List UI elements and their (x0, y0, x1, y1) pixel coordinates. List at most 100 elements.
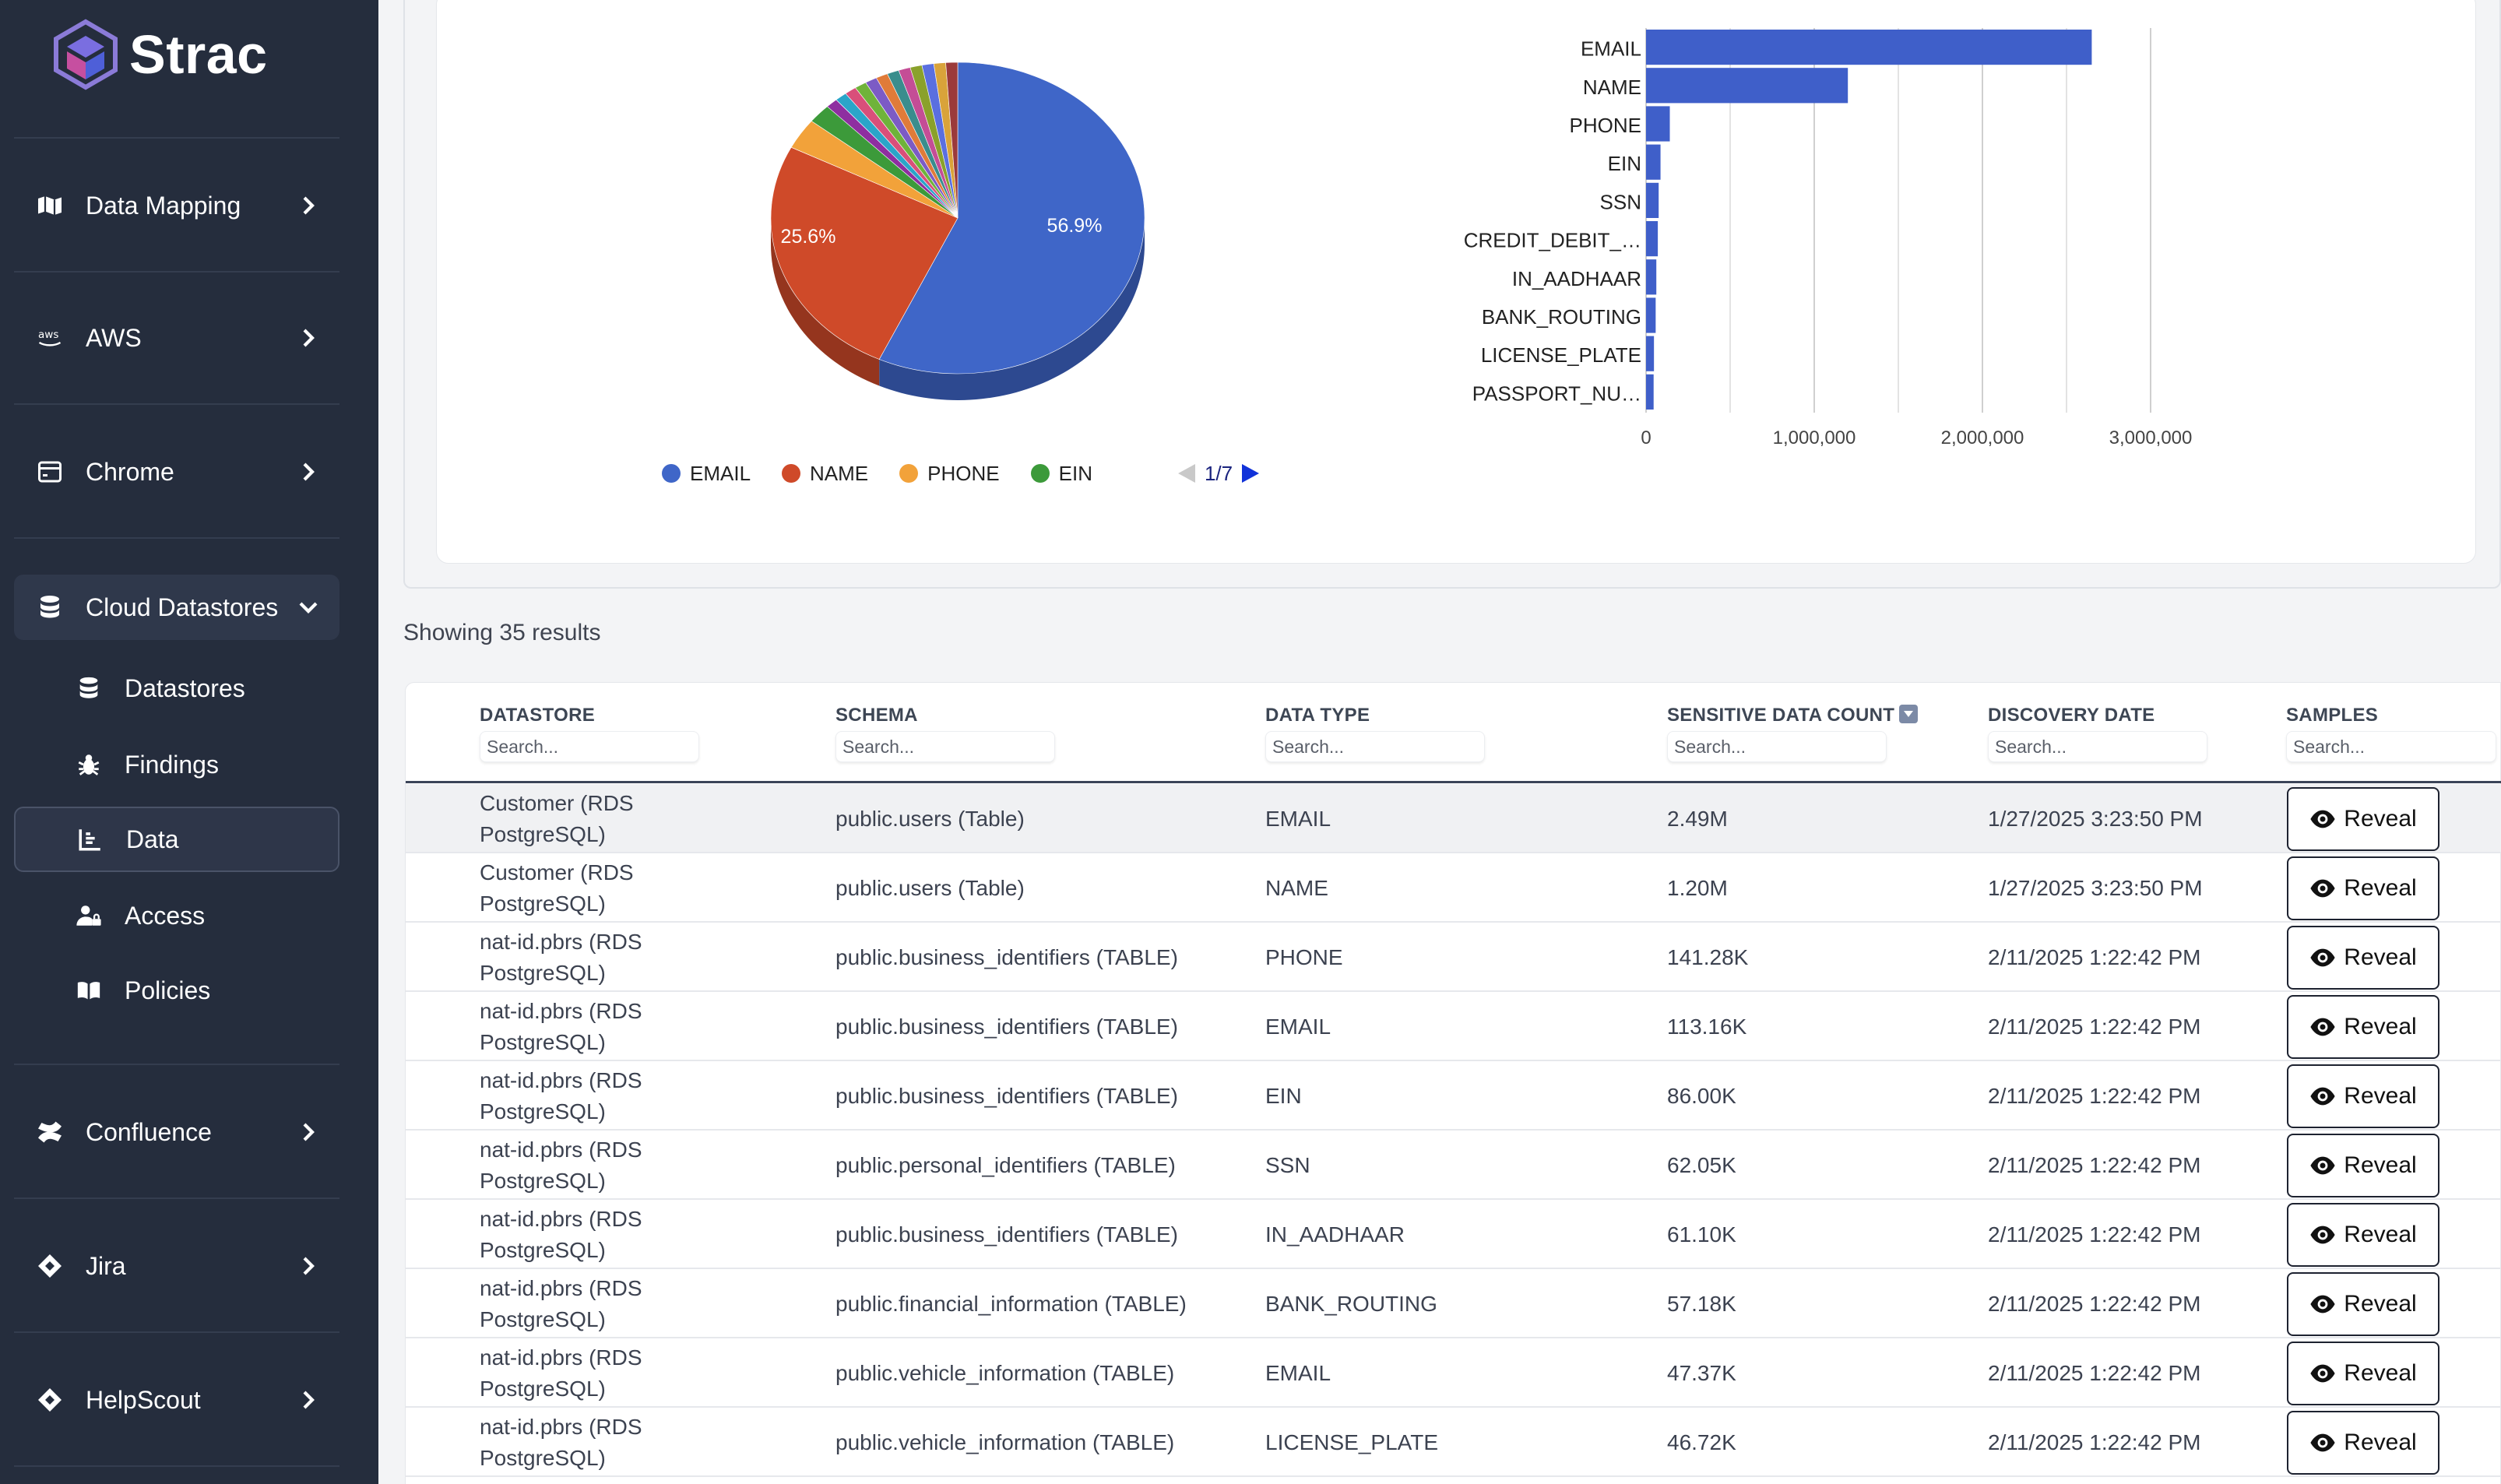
cell-datastore: nat-id.pbrs (RDS PostgreSQL) (480, 1131, 760, 1200)
next-page-icon[interactable] (1242, 464, 1260, 483)
logo[interactable]: Strac (48, 17, 268, 92)
legend-item-ein[interactable]: EIN (1030, 462, 1092, 486)
nav-aws[interactable]: aws AWS (14, 305, 339, 371)
bar[interactable] (1646, 68, 1848, 104)
date-text: 2/11/2025 1:22:42 PM (1988, 1360, 2201, 1385)
bar[interactable] (1646, 297, 1656, 333)
nav-label: Jira (86, 1251, 126, 1280)
table-row[interactable]: nat-id.pbrs (RDS PostgreSQL) public.busin… (406, 1200, 2501, 1269)
charts-inner-card (436, 0, 2476, 564)
nav-data-mapping[interactable]: Data Mapping (14, 173, 339, 238)
bar[interactable] (1646, 259, 1657, 295)
sub-item-findings[interactable]: Findings (14, 732, 339, 797)
sub-item-data[interactable]: Data (14, 807, 339, 872)
count-text: 61.10K (1667, 1222, 1736, 1247)
date-text: 2/11/2025 1:22:42 PM (1988, 944, 2201, 969)
legend-item-name[interactable]: NAME (782, 462, 868, 486)
search-input-samples[interactable] (2286, 731, 2496, 762)
bar[interactable] (1646, 182, 1659, 218)
nav-jira[interactable]: Jira (14, 1233, 339, 1299)
prev-page-icon[interactable] (1177, 464, 1195, 483)
data-type-text: LICENSE_PLATE (1265, 1429, 1439, 1454)
table-row[interactable]: nat-id.pbrs (RDS PostgreSQL) public.busin… (406, 1061, 2501, 1131)
nav-label: Chrome (86, 457, 174, 486)
legend-item-phone[interactable]: PHONE (899, 462, 1000, 486)
bar[interactable] (1646, 221, 1659, 257)
sort-desc-icon[interactable] (1899, 705, 1919, 723)
column-header-schema[interactable]: SCHEMA (835, 705, 918, 726)
reveal-button[interactable]: Reveal (2287, 926, 2439, 990)
results-count: Showing 35 results (403, 620, 601, 645)
table-row[interactable]: nat-id.pbrs (RDS PostgreSQL) public.vehic… (406, 1338, 2501, 1408)
pie-slice-side-name (771, 218, 880, 386)
svg-text:aws: aws (38, 329, 58, 341)
legend-item-email[interactable]: EMAIL (662, 462, 751, 486)
bar-category-label: LICENSE_PLATE (1481, 343, 1641, 367)
bar[interactable] (1646, 336, 1655, 371)
sub-item-policies[interactable]: Policies (14, 958, 339, 1023)
reveal-button[interactable]: Reveal (2287, 1411, 2439, 1475)
table-row[interactable]: nat-id.pbrs (RDS PostgreSQL) public.busin… (406, 992, 2501, 1061)
schema-text: public.business_identifiers (TABLE) (835, 1222, 1178, 1247)
date-text: 2/11/2025 1:22:42 PM (1988, 1152, 2201, 1177)
sub-item-datastores[interactable]: Datastores (14, 656, 339, 721)
pie-slice-name[interactable] (770, 146, 959, 360)
column-header-discovery-date[interactable]: DISCOVERY DATE (1988, 705, 2155, 726)
reveal-button[interactable]: Reveal (2287, 1342, 2439, 1405)
bar[interactable] (1646, 144, 1661, 180)
column-header-data-type[interactable]: DATA TYPE (1265, 705, 1370, 726)
nav-chrome[interactable]: Chrome (14, 439, 339, 505)
nav-divider (14, 537, 339, 539)
reveal-button[interactable]: Reveal (2287, 787, 2439, 851)
column-header-sensitive-count[interactable]: SENSITIVE DATA COUNT (1667, 705, 1919, 726)
nav-cloud-datastores[interactable]: Cloud Datastores (14, 575, 339, 640)
pie-slice-other[interactable] (945, 62, 959, 219)
schema-text: public.financial_information (TABLE) (835, 1291, 1187, 1316)
legend-dot (1030, 464, 1050, 483)
table-row[interactable]: nat-id.pbrs (RDS PostgreSQL) public.perso… (406, 1131, 2501, 1200)
bug-icon (73, 749, 104, 780)
nav-helpscout[interactable]: HelpScout (14, 1367, 339, 1433)
column-header-samples[interactable]: SAMPLES (2286, 705, 2378, 726)
sub-item-access[interactable]: Access (14, 883, 339, 948)
search-input-data-type[interactable] (1265, 731, 1485, 762)
table-row[interactable]: nat-id.pbrs (RDS PostgreSQL) public.busin… (406, 923, 2501, 992)
header-label: DISCOVERY DATE (1988, 705, 2155, 726)
bar[interactable] (1646, 30, 2092, 65)
table-row[interactable]: Customer (RDS PostgreSQL) public.users (T… (406, 853, 2501, 923)
schema-text: public.business_identifiers (TABLE) (835, 1083, 1178, 1108)
bar[interactable] (1646, 106, 1670, 142)
reveal-button[interactable]: Reveal (2287, 1064, 2439, 1128)
date-text: 1/27/2025 3:23:50 PM (1988, 875, 2203, 900)
strac-logo-icon (54, 19, 118, 90)
search-input-schema[interactable] (835, 731, 1055, 762)
reveal-button[interactable]: Reveal (2287, 995, 2439, 1059)
count-text: 113.16K (1667, 1014, 1747, 1039)
nav-label: Confluence (86, 1117, 212, 1146)
reveal-button[interactable]: Reveal (2287, 1272, 2439, 1336)
reveal-button[interactable]: Reveal (2287, 1134, 2439, 1197)
header-label: DATASTORE (480, 705, 596, 726)
search-input-count[interactable] (1667, 731, 1887, 762)
reveal-button[interactable]: Reveal (2287, 856, 2439, 920)
search-input-date[interactable] (1988, 731, 2207, 762)
reveal-button[interactable]: Reveal (2287, 1203, 2439, 1267)
pie-slice-email[interactable] (878, 62, 1145, 375)
cell-datastore: Customer (RDS PostgreSQL) (480, 853, 760, 923)
nav-confluence[interactable]: Confluence (14, 1099, 339, 1165)
eye-icon (2309, 875, 2344, 902)
search-input-datastore[interactable] (480, 731, 699, 762)
cell-date: 1/27/2025 3:23:50 PM (1988, 784, 2284, 853)
eye-icon (2309, 806, 2344, 832)
nav-divider (14, 137, 339, 139)
count-text: 2.49M (1667, 806, 1728, 831)
bar[interactable] (1646, 374, 1654, 410)
bar-category-label: PHONE (1570, 114, 1641, 137)
date-text: 2/11/2025 1:22:42 PM (1988, 1222, 2201, 1247)
table-row[interactable]: nat-id.pbrs (RDS PostgreSQL) public.finan… (406, 1269, 2501, 1338)
cell-data-type: EIN (1265, 1061, 1655, 1131)
table-row[interactable]: nat-id.pbrs (RDS PostgreSQL) public.vehic… (406, 1408, 2501, 1477)
eye-icon (2309, 1083, 2344, 1109)
column-header-datastore[interactable]: DATASTORE (480, 705, 595, 726)
table-row[interactable]: Customer (RDS PostgreSQL) public.users (T… (406, 784, 2501, 853)
